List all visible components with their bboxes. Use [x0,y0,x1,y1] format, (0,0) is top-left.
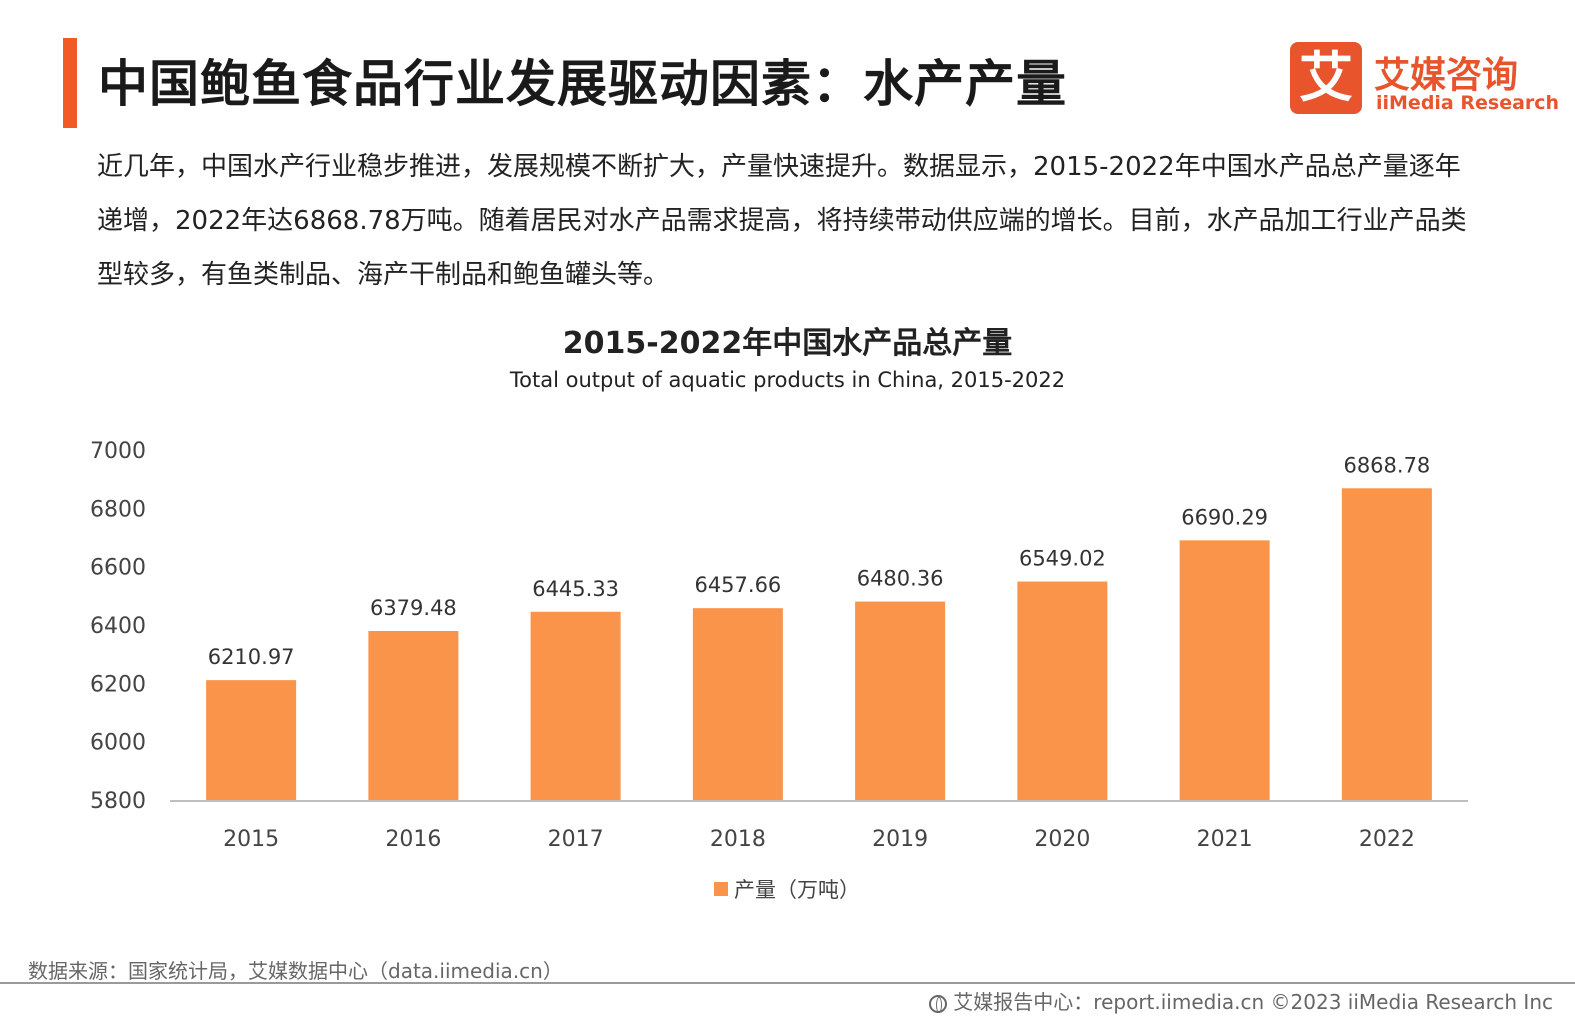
x-tick-label: 2022 [1359,827,1415,852]
bar [206,680,297,800]
logo-chinese-name: 艾媒咨询 [1374,55,1519,96]
x-tick-label: 2019 [872,827,928,852]
footer-report: 艾媒报告中心：report.iimedia.cn ©2023 iiMedia R… [929,986,1553,1015]
bar [855,601,946,800]
x-tick-label: 2015 [223,827,279,852]
bar [1017,581,1108,800]
y-tick-label: 6000 [90,731,146,756]
x-tick-label: 2017 [548,827,604,852]
y-tick-label: 6200 [90,672,146,697]
bar-value-label: 6210.97 [208,645,295,669]
bar [530,611,621,800]
bar [1341,488,1432,800]
globe-icon [929,994,948,1013]
logo-english-name: iiMedia Research [1376,92,1560,114]
title-accent-bar [63,38,77,128]
y-tick-label: 5800 [90,789,146,814]
chart-legend: 产量（万吨） [714,874,860,902]
bar-value-label: 6379.48 [370,596,457,620]
y-tick-label: 6600 [90,556,146,581]
logo-mark: 艾 [1290,42,1362,114]
description-paragraph: 近几年，中国水产行业稳步推进，发展规模不断扩大，产量快速提升。数据显示，2015… [97,152,1467,290]
bar-value-label: 6457.66 [694,573,781,597]
footer-divider [0,982,1575,984]
bar [368,630,459,800]
chart-title: 2015-2022年中国水产品总产量 [562,326,1013,361]
bar-value-label: 6868.78 [1343,453,1430,477]
bar [1179,540,1270,800]
legend-label: 产量（万吨） [734,878,860,902]
bar-value-label: 6445.33 [532,577,619,601]
x-tick-label: 2020 [1034,827,1090,852]
page-title: 中国鲍鱼食品行业发展驱动因素：水产产量 [98,55,1067,113]
legend-swatch [714,882,728,896]
x-tick-label: 2021 [1197,827,1253,852]
bar [692,608,783,800]
y-tick-label: 6800 [90,497,146,522]
footer-report-text: 艾媒报告中心：report.iimedia.cn ©2023 iiMedia R… [953,990,1553,1014]
bar-value-label: 6690.29 [1181,505,1268,529]
y-tick-label: 6400 [90,614,146,639]
data-source: 数据来源：国家统计局，艾媒数据中心（data.iimedia.cn） [28,959,563,983]
iimedia-logo: 艾 艾媒咨询 iiMedia Research [1290,42,1559,120]
bar-value-label: 6549.02 [1019,547,1106,571]
bar-value-label: 6480.36 [857,567,944,591]
y-tick-label: 7000 [90,439,146,464]
x-tick-label: 2018 [710,827,766,852]
x-tick-label: 2016 [385,827,441,852]
chart-subtitle: Total output of aquatic products in Chin… [509,368,1066,392]
